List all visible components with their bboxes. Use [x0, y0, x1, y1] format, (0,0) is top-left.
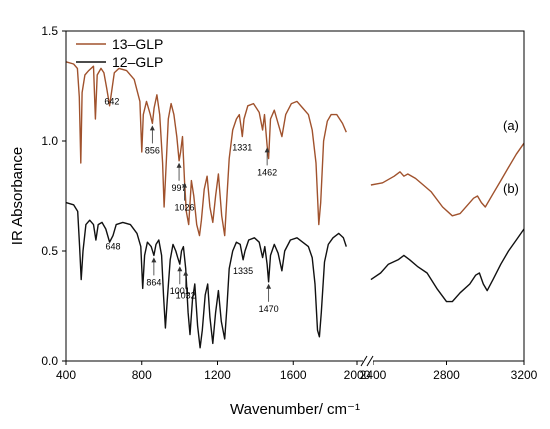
x-tick-label: 1600: [280, 368, 307, 382]
axis-break-mark: [366, 355, 374, 367]
y-axis-label: IR Absorbance: [9, 147, 26, 245]
annotation-arrowhead-856: [149, 125, 155, 131]
annotation-arrowhead-1462: [264, 147, 270, 153]
x-tick-label: 2800: [433, 368, 460, 382]
peak-annotation-1032: 1032: [176, 291, 196, 301]
legend-label-13-glp: 13–GLP: [112, 36, 163, 52]
annotation-arrowhead-1026: [182, 182, 188, 188]
x-tick-label: 400: [56, 368, 76, 382]
peak-annotation-648: 648: [105, 242, 120, 252]
x-tick-label: 2400: [360, 368, 387, 382]
annotation-arrowhead-864: [151, 257, 157, 263]
y-tick-label: 0.5: [41, 244, 58, 258]
peak-annotation-1462: 1462: [257, 167, 277, 177]
x-tick-label: 800: [132, 368, 152, 382]
plot-frame: [65, 30, 525, 362]
series-line-12-glp-segment-1: [65, 201, 347, 349]
x-tick-label: 1200: [204, 368, 231, 382]
series-line-13-glp-segment-1: [65, 61, 347, 237]
peak-annotation-997: 997: [172, 183, 187, 193]
series-line-13-glp-segment-2: [370, 142, 525, 217]
peak-annotation-864: 864: [146, 277, 161, 287]
peak-annotation-1470: 1470: [259, 304, 279, 314]
x-tick-label: 3200: [511, 368, 538, 382]
x-axis-label: Wavenumber/ cm⁻¹: [230, 401, 360, 418]
peak-annotation-1335: 1335: [233, 266, 253, 276]
annotation-arrowhead-1470: [266, 283, 272, 289]
annotation-arrowhead-997: [176, 162, 182, 168]
axis-break-mark: [360, 355, 368, 367]
y-tick-label: 0.0: [41, 354, 58, 368]
series-group: [65, 61, 525, 349]
y-tick-label: 1.5: [41, 24, 58, 38]
axis-break-gap: [363, 356, 373, 366]
peak-annotation-1331: 1331: [232, 143, 252, 153]
peak-annotation-642: 642: [104, 96, 119, 106]
peak-annotation-1026: 1026: [175, 203, 195, 213]
series-a-label: (a): [503, 118, 519, 133]
series-b-label: (b): [503, 181, 519, 196]
annotation-arrowhead-1001: [177, 266, 183, 272]
y-tick-label: 1.0: [41, 134, 58, 148]
legend-label-12-glp: 12–GLP: [112, 54, 163, 70]
series-line-12-glp-segment-2: [370, 228, 525, 303]
legend: 13–GLP 12–GLP: [76, 36, 163, 70]
peak-annotation-1001: 1001: [170, 286, 190, 296]
x-tick-label: 2000: [344, 368, 371, 382]
peak-annotation-856: 856: [145, 145, 160, 155]
annotation-arrowhead-1032: [183, 270, 189, 276]
